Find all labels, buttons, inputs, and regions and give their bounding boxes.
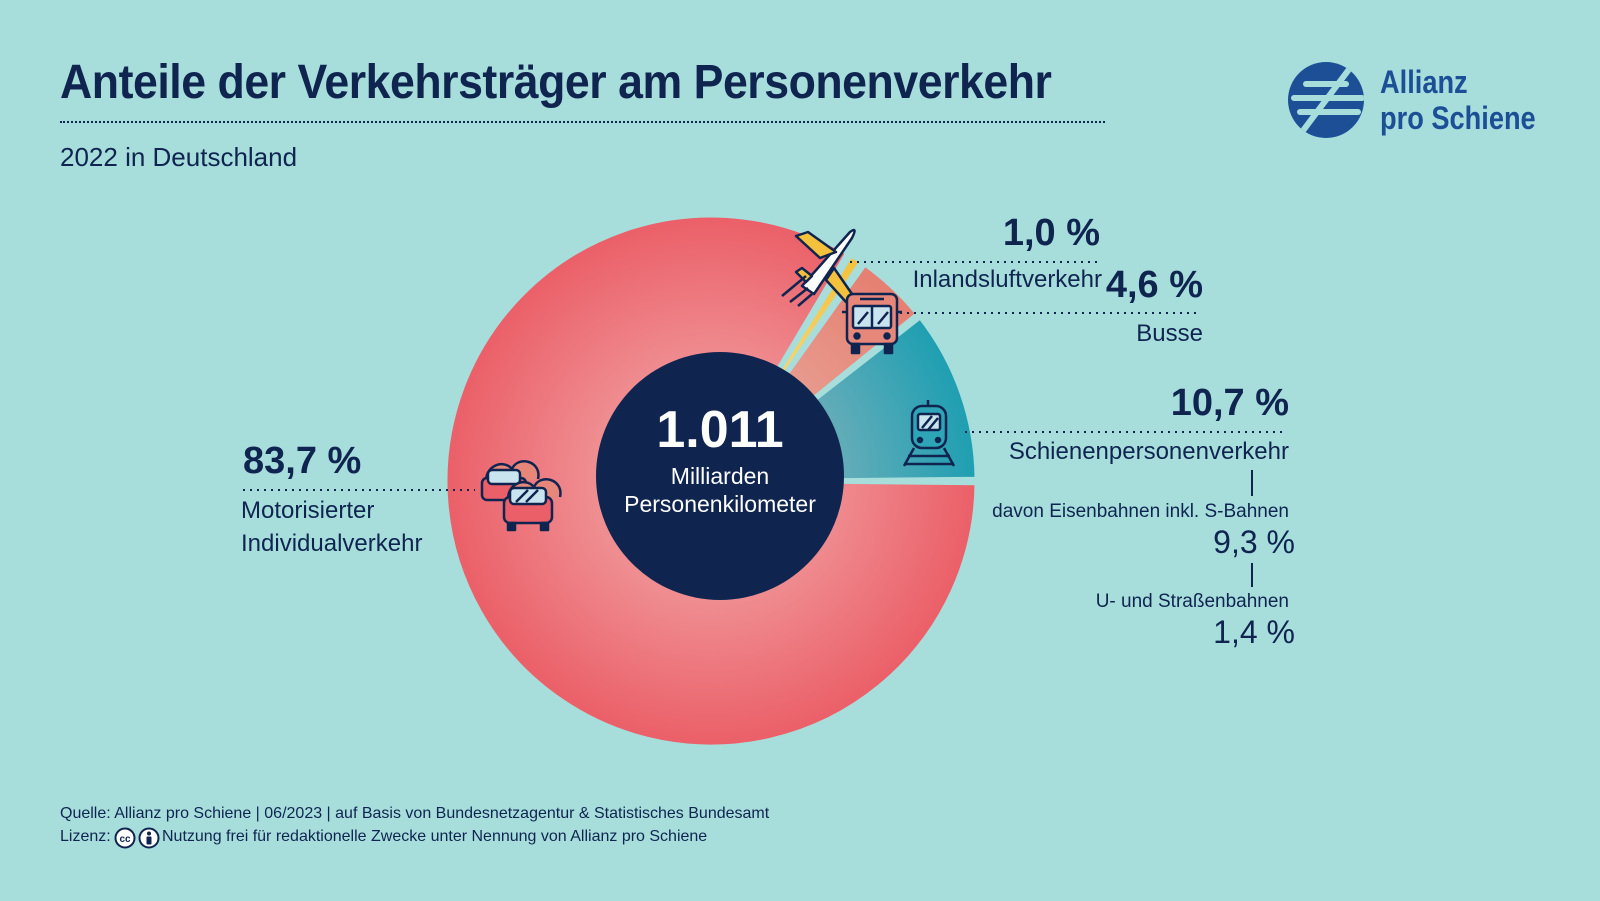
data-label-rail-sub1-pct: 9,3 % xyxy=(1213,524,1295,560)
bus-icon xyxy=(842,292,902,355)
logo-text-line1: Allianz xyxy=(1380,64,1468,100)
data-label-miv-pct: 83,7 % xyxy=(243,440,362,482)
data-label-rail-pct: 10,7 % xyxy=(1170,382,1289,424)
data-label-bus-pct: 4,6 % xyxy=(1105,264,1203,306)
logo-text-line2: pro Schiene xyxy=(1380,100,1536,136)
svg-text:cc: cc xyxy=(119,834,131,845)
title-divider xyxy=(60,121,1105,123)
chart-title: Anteile der Verkehrsträger am Personenve… xyxy=(60,56,1052,109)
train-icon xyxy=(902,400,956,467)
license-label: Lizenz: xyxy=(60,828,111,845)
center-disc xyxy=(596,352,844,600)
data-label-air-name: Inlandsluftverkehr xyxy=(912,266,1102,293)
center-unit-line1: Milliarden xyxy=(670,463,770,489)
plane-icon xyxy=(781,228,856,307)
chart-subtitle: 2022 in Deutschland xyxy=(60,142,298,172)
data-label-rail-sub2-pct: 1,4 % xyxy=(1213,614,1295,650)
data-label-rail-sub2-name: U- und Straßenbahnen xyxy=(1095,591,1289,612)
license-text: Nutzung frei für redaktionelle Zwecke un… xyxy=(162,828,708,845)
attribution-icon xyxy=(138,827,160,849)
data-label-bus-name: Busse xyxy=(1136,320,1203,347)
allianz-logo-icon xyxy=(1288,62,1364,138)
center-unit-line2: Personenkilometer xyxy=(624,491,816,517)
rail-sub-connector-1 xyxy=(1251,470,1253,496)
data-label-miv-name-line2: Individualverkehr xyxy=(241,530,423,557)
car-icon xyxy=(480,460,562,532)
source-note: Quelle: Allianz pro Schiene | 06/2023 | … xyxy=(60,805,770,822)
data-label-air-pct: 1,0 % xyxy=(1002,212,1100,254)
data-label-miv-name-line1: Motorisierter xyxy=(241,497,375,524)
data-label-rail-name: Schienenpersonenverkehr xyxy=(1008,438,1289,465)
data-label-rail-sub1-name: davon Eisenbahnen inkl. S-Bahnen xyxy=(992,501,1289,522)
center-total: 1.011 xyxy=(656,401,784,459)
creative-commons-icon: cc xyxy=(114,827,136,849)
rail-sub-connector-2 xyxy=(1251,563,1253,587)
